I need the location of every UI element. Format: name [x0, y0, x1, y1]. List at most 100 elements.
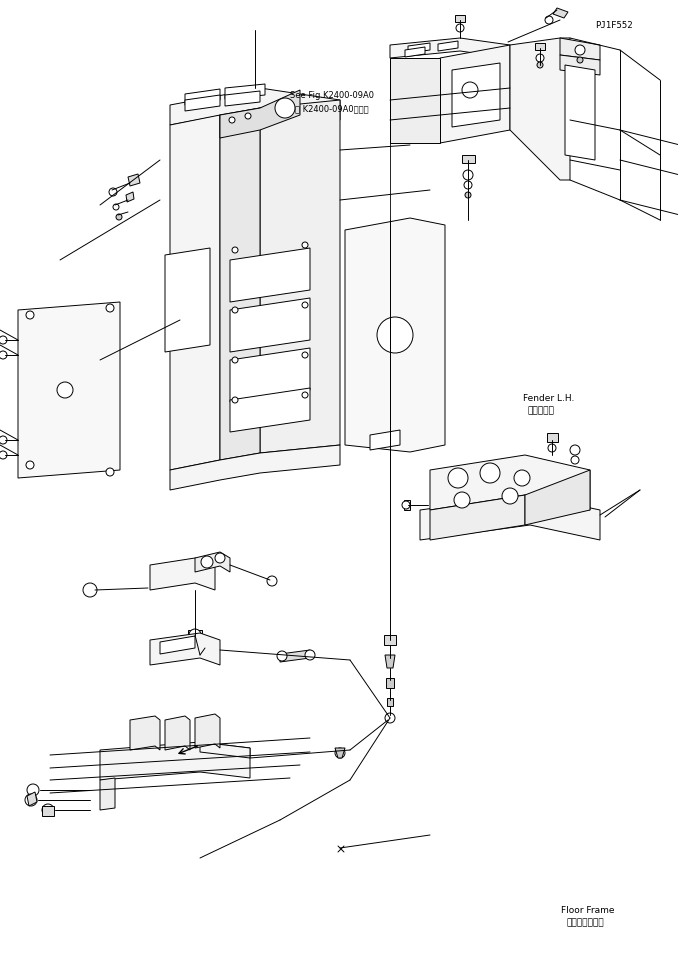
Polygon shape [195, 714, 220, 748]
Polygon shape [560, 38, 600, 60]
Polygon shape [430, 495, 525, 540]
Circle shape [570, 445, 580, 455]
Polygon shape [440, 45, 510, 143]
Polygon shape [438, 41, 458, 51]
Polygon shape [126, 192, 134, 202]
Circle shape [232, 307, 238, 313]
Polygon shape [384, 635, 396, 645]
Circle shape [113, 204, 119, 210]
Polygon shape [565, 65, 595, 160]
Polygon shape [185, 95, 220, 111]
Circle shape [456, 24, 464, 32]
Polygon shape [420, 495, 600, 540]
Circle shape [83, 583, 97, 597]
Circle shape [302, 352, 308, 358]
Polygon shape [345, 218, 445, 452]
Polygon shape [150, 558, 215, 590]
Polygon shape [430, 455, 590, 510]
Circle shape [0, 436, 7, 444]
Polygon shape [165, 716, 190, 750]
Circle shape [201, 556, 213, 568]
Polygon shape [560, 55, 600, 75]
Polygon shape [404, 500, 410, 510]
Polygon shape [230, 388, 310, 432]
Polygon shape [260, 100, 340, 453]
Circle shape [577, 57, 583, 63]
Circle shape [25, 794, 37, 806]
Circle shape [277, 651, 287, 661]
Polygon shape [385, 655, 395, 668]
Polygon shape [553, 8, 568, 18]
Circle shape [545, 16, 553, 24]
Circle shape [232, 397, 238, 403]
Text: See Fig.K2400-09A0: See Fig.K2400-09A0 [290, 91, 374, 99]
Polygon shape [165, 248, 210, 352]
Circle shape [377, 317, 413, 353]
Circle shape [536, 54, 544, 62]
Circle shape [302, 392, 308, 398]
Circle shape [106, 468, 114, 476]
Polygon shape [18, 302, 120, 478]
Text: フロアフレーム: フロアフレーム [566, 919, 603, 927]
Circle shape [502, 488, 518, 504]
Polygon shape [170, 115, 220, 470]
Polygon shape [335, 748, 345, 758]
Circle shape [106, 304, 114, 312]
Circle shape [480, 463, 500, 483]
Circle shape [57, 382, 73, 398]
Polygon shape [462, 155, 475, 163]
Circle shape [463, 170, 473, 180]
Polygon shape [525, 470, 590, 525]
Circle shape [245, 113, 251, 119]
Circle shape [232, 247, 238, 253]
Text: Floor Frame: Floor Frame [561, 906, 615, 915]
Circle shape [109, 188, 117, 196]
Polygon shape [452, 63, 500, 127]
Polygon shape [370, 430, 400, 450]
Circle shape [215, 553, 225, 563]
Polygon shape [280, 650, 310, 662]
Polygon shape [230, 248, 310, 302]
Circle shape [0, 336, 7, 344]
Polygon shape [408, 43, 430, 53]
Text: PJ1F552: PJ1F552 [595, 21, 633, 30]
Polygon shape [390, 58, 440, 143]
Circle shape [0, 351, 7, 359]
Polygon shape [455, 15, 465, 22]
Polygon shape [230, 298, 310, 352]
Circle shape [229, 117, 235, 123]
Circle shape [464, 181, 472, 189]
Polygon shape [547, 433, 558, 442]
Circle shape [267, 576, 277, 586]
Polygon shape [195, 552, 230, 572]
Circle shape [571, 456, 579, 464]
Polygon shape [225, 84, 265, 99]
Polygon shape [390, 38, 510, 58]
Circle shape [305, 650, 315, 660]
Circle shape [302, 302, 308, 308]
Circle shape [275, 98, 295, 118]
Polygon shape [160, 636, 195, 654]
Polygon shape [128, 174, 140, 186]
Circle shape [189, 629, 201, 641]
Polygon shape [405, 47, 425, 57]
Polygon shape [535, 43, 545, 50]
Polygon shape [188, 630, 202, 642]
Circle shape [462, 82, 478, 98]
Polygon shape [100, 778, 115, 810]
Polygon shape [225, 91, 260, 106]
Polygon shape [230, 348, 310, 402]
Polygon shape [387, 698, 393, 706]
Text: 第 K2400-09A0図参照: 第 K2400-09A0図参照 [295, 104, 369, 113]
Polygon shape [386, 678, 394, 688]
Circle shape [116, 214, 122, 220]
Circle shape [548, 444, 556, 452]
Circle shape [302, 242, 308, 248]
Circle shape [454, 492, 470, 508]
Circle shape [42, 804, 54, 816]
Polygon shape [170, 445, 340, 490]
Polygon shape [510, 38, 570, 180]
Circle shape [26, 461, 34, 469]
Circle shape [402, 501, 410, 509]
Circle shape [575, 45, 585, 55]
